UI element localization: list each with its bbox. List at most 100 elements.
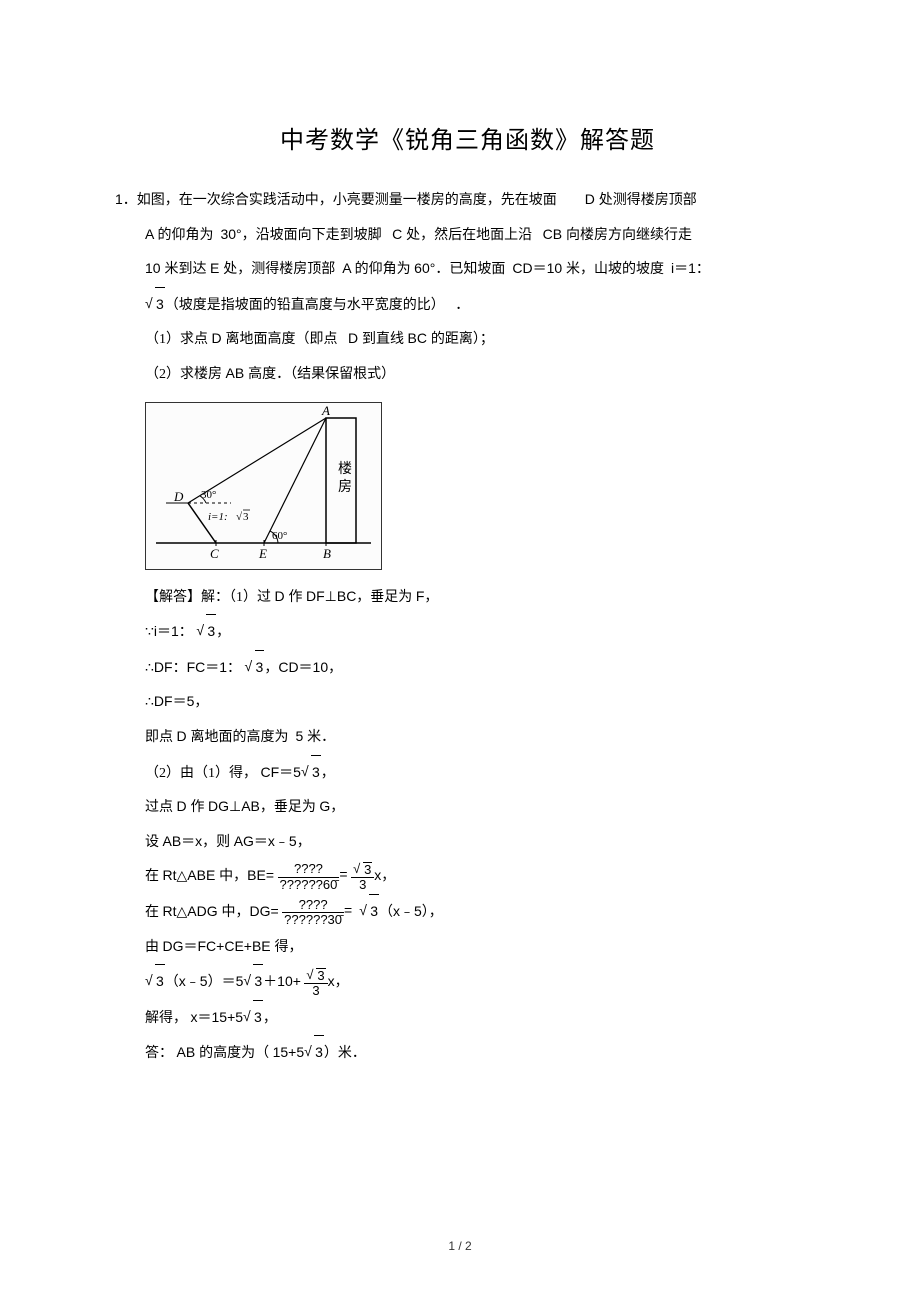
sqrt-val: 3 — [253, 1000, 263, 1035]
sqrt-val: 3 — [363, 862, 372, 877]
label-B: B — [323, 546, 331, 561]
text: 过点 — [145, 800, 173, 815]
text: CB 向楼房方向继续行走 — [543, 226, 692, 242]
text: D 到直线 — [348, 330, 404, 346]
text: ，CD＝10， — [264, 659, 342, 675]
text: 由 — [145, 940, 159, 955]
text: DG⊥AB，垂足为 — [208, 798, 316, 814]
text: = — [344, 902, 352, 918]
frac-den: ??????30̄ — [282, 913, 344, 927]
fraction: 3 3 — [351, 862, 374, 893]
text: A 的仰角为 — [145, 226, 213, 242]
text: CF＝5 — [261, 764, 301, 780]
text: A 的仰角为 — [342, 260, 410, 276]
text: ＋10+ — [263, 973, 301, 989]
text: CD＝10 米，山坡的坡度 — [512, 260, 664, 276]
text: 设 — [145, 835, 159, 850]
sqrt: 3 — [196, 614, 216, 650]
problem-line-2: A 的仰角为 30°，沿坡面向下走到坡脚 C 处，然后在地面上沿 CB 向楼房方… — [145, 218, 820, 253]
text: x， — [328, 973, 349, 989]
page: 中考数学《锐角三角函数》解答题 1．如图，在一次综合实践活动中，小亮要测量一楼房… — [0, 0, 920, 1303]
text: = — [339, 866, 347, 882]
sqrt-val: 3 — [206, 614, 216, 649]
text: i＝1： — [671, 260, 710, 276]
text: 15+5 — [273, 1044, 305, 1060]
frac-num: 3 — [351, 862, 374, 878]
label-fang: 房 — [338, 479, 352, 495]
text: ）米． — [324, 1046, 366, 1061]
solution-line-4: ∴DF＝5， — [145, 685, 820, 720]
text: AB＝x，则 — [163, 833, 231, 849]
text: （2）求楼房 — [145, 367, 222, 382]
page-number: 1 / 2 — [0, 1239, 920, 1253]
text: D 离地面高度（即点 — [212, 330, 338, 346]
solution-line-5: 即点 D 离地面的高度为 5 米． — [145, 720, 820, 755]
page-title: 中考数学《锐角三角函数》解答题 — [115, 120, 820, 155]
solution-line-8: 设 AB＝x，则 AG＝x﹣5， — [145, 825, 820, 860]
solution-line-11: 由 DG＝FC+CE+BE 得， — [145, 930, 820, 965]
text: ∴DF＝5， — [145, 693, 208, 709]
fraction: ???? ??????60̄ — [278, 862, 340, 892]
text: 10 米到达 — [145, 260, 206, 276]
text: D 作 — [275, 588, 303, 604]
frac-num: 3 — [304, 968, 327, 984]
text: ， — [216, 625, 230, 640]
text: 在 — [145, 905, 159, 920]
sqrt-val: 3 — [314, 1035, 324, 1070]
frac-num: ???? — [278, 862, 340, 877]
label-sqrt: √ — [236, 511, 243, 523]
text: C 处，然后在地面上沿 — [392, 226, 532, 242]
solution-line-1: 【解答】解：（1）过 D 作 DF⊥BC，垂足为 F， — [145, 580, 820, 615]
geometry-figure: A D C E B 30° 60° i=1: √ 3 楼 房 — [145, 402, 382, 570]
text: ∴DF：FC＝1： — [145, 659, 241, 675]
text: AB 的高度为（ — [177, 1044, 270, 1060]
text: F， — [416, 588, 439, 604]
fraction: 3 3 — [304, 968, 327, 999]
fraction: ???? ??????30̄ — [282, 898, 344, 928]
problem-body: 1．如图，在一次综合实践活动中，小亮要测量一楼房的高度，先在坡面 D 处测得楼房… — [115, 183, 820, 1071]
sqrt-val: 3 — [155, 287, 165, 322]
sqrt-val: 3 — [255, 650, 265, 685]
label-sqrt3: 3 — [243, 511, 249, 523]
solution-line-13: 解得， x＝15+53， — [145, 1000, 820, 1036]
label-A: A — [321, 403, 330, 418]
label-60: 60° — [272, 530, 287, 542]
label-C: C — [210, 546, 219, 561]
text: 即点 — [145, 730, 173, 745]
text: ∵i＝1： — [145, 623, 193, 639]
label-E: E — [258, 546, 267, 561]
text: 【解答】解：（1）过 — [145, 590, 271, 605]
frac-den: ??????60̄ — [278, 878, 340, 892]
text: （x﹣5）， — [379, 903, 443, 919]
sqrt: 3 — [245, 650, 265, 686]
label-lou: 楼 — [338, 461, 352, 477]
sqrt-val: 3 — [311, 755, 321, 790]
text: 5 米． — [296, 728, 336, 744]
text: （2）由（1）得， — [145, 766, 257, 781]
text: D 处测得楼房顶部 — [585, 191, 697, 207]
label-30: 30° — [201, 489, 216, 501]
sqrt: 3 — [145, 964, 165, 1000]
text: Rt△ADG 中，DG= — [163, 903, 279, 919]
text: DG＝FC+CE+BE 得， — [163, 938, 303, 954]
question-1: （1）求点 D 离地面高度（即点 D 到直线 BC 的距离）； — [145, 322, 820, 357]
problem-line-4: 3（坡度是指坡面的铅直高度与水平宽度的比） ． — [145, 287, 820, 323]
sqrt: 3 — [243, 1000, 263, 1036]
text: D 离地面的高度为 — [177, 728, 289, 744]
text: D 作 — [177, 798, 205, 814]
solution-line-6: （2）由（1）得， CF＝53， — [145, 755, 820, 791]
text: AB 高度．（结果保留根式） — [226, 365, 396, 381]
frac-num: ???? — [282, 898, 344, 913]
text: 30°，沿坡面向下走到坡脚 — [220, 226, 381, 242]
text: （x﹣5）＝5 — [165, 973, 244, 989]
text: Rt△ABE 中，BE= — [163, 867, 275, 883]
figure-svg: A D C E B 30° 60° i=1: √ 3 楼 房 — [146, 403, 381, 569]
problem-number: 1． — [115, 191, 137, 207]
text: DF⊥BC，垂足为 — [306, 588, 412, 604]
sqrt: 3 — [301, 755, 321, 791]
sqrt: 3 — [359, 894, 379, 930]
sqrt: 3 — [243, 964, 263, 1000]
label-i: i=1: — [208, 511, 228, 523]
problem-line-3: 10 米到达 E 处，测得楼房顶部 A 的仰角为 60°．已知坡面 CD＝10 … — [145, 252, 820, 287]
sqrt-val: 3 — [316, 968, 325, 983]
